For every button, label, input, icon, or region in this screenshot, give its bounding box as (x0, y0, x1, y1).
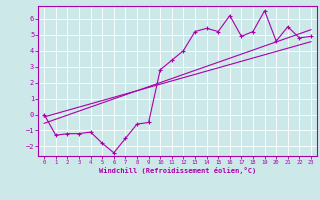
X-axis label: Windchill (Refroidissement éolien,°C): Windchill (Refroidissement éolien,°C) (99, 167, 256, 174)
